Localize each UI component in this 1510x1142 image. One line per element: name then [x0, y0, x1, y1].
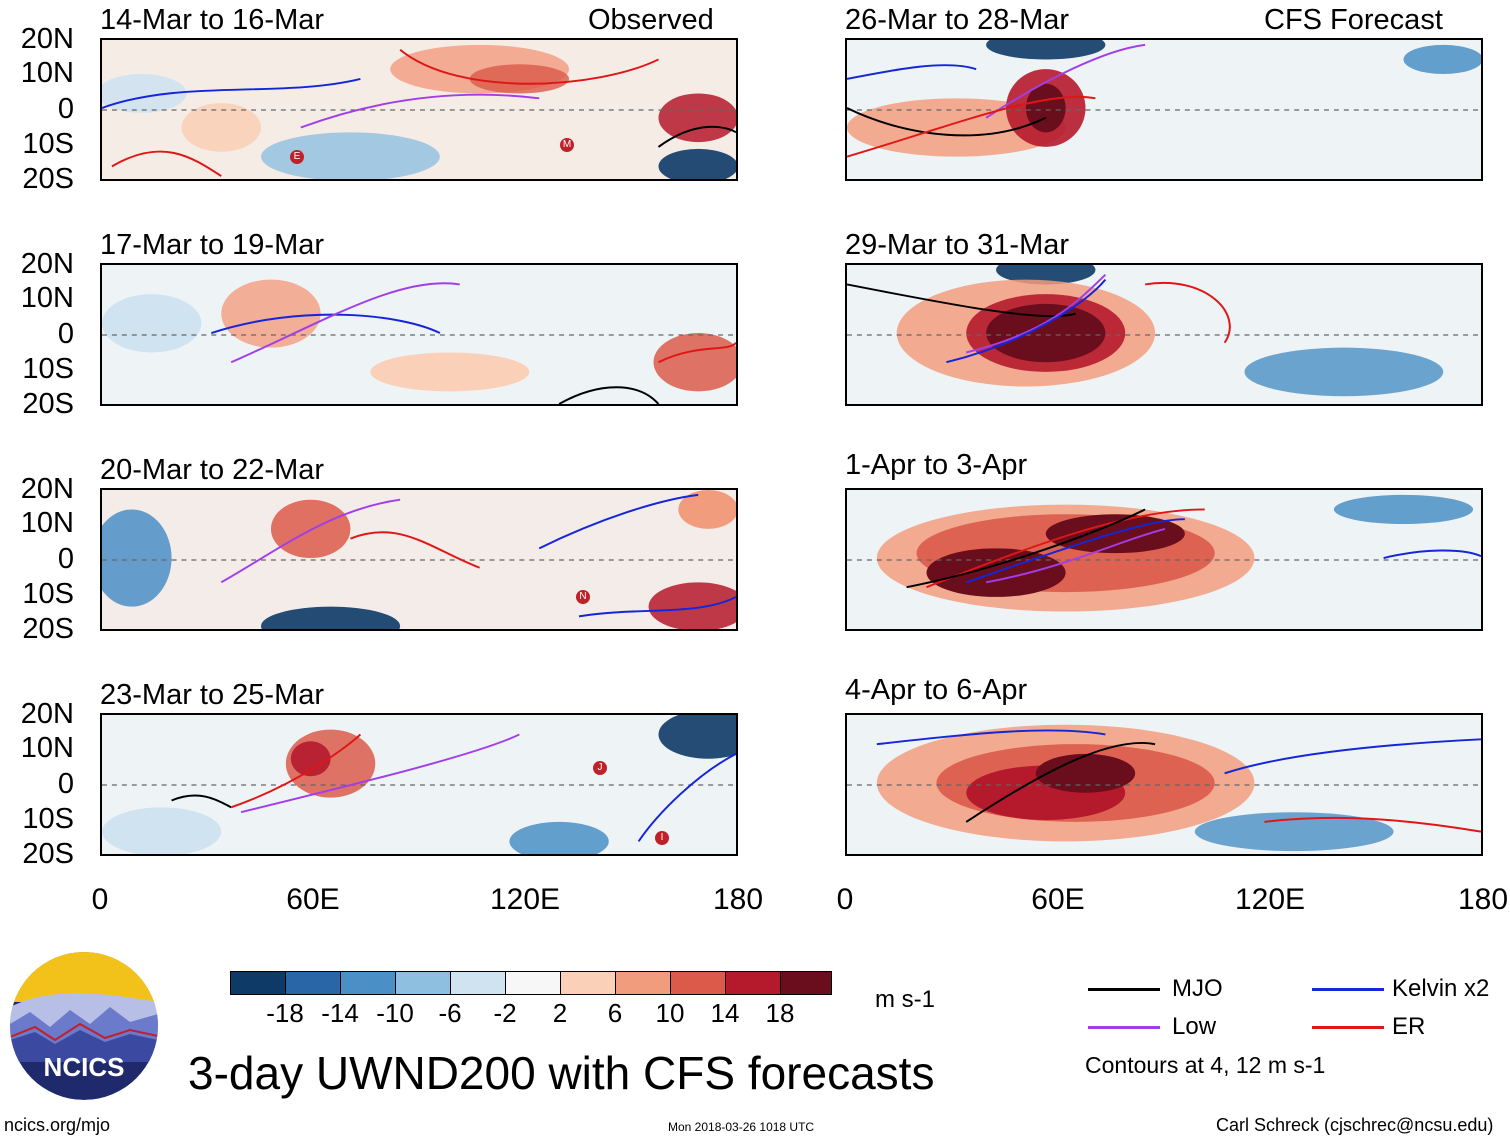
legend-label-mjo: MJO — [1172, 975, 1223, 1002]
colorbar-label: -14 — [321, 998, 359, 1028]
map-panel-forecast-4 — [845, 713, 1483, 856]
colorbar-swatch — [395, 971, 451, 995]
main-title: 3-day UWND200 with CFS forecasts — [188, 1047, 935, 1099]
legend-line-kelvin — [1312, 988, 1384, 991]
colorbar-swatch — [560, 971, 616, 995]
map-panel-forecast-1 — [845, 38, 1483, 181]
panel-title-right-3: 1-Apr to 3-Apr — [845, 449, 1028, 481]
colorbar-swatch — [505, 971, 561, 995]
lat-tick-10s: 10S — [22, 803, 74, 835]
lat-tick-20s: 20S — [22, 163, 74, 195]
lat-tick-0: 0 — [57, 768, 74, 800]
colorbar-swatch — [615, 971, 671, 995]
map-field — [847, 715, 1481, 854]
logo-text: NCICS — [43, 1052, 125, 1082]
colorbar-label: 14 — [710, 998, 740, 1028]
colorbar-swatch — [340, 971, 396, 995]
forecast-label: CFS Forecast — [1264, 4, 1443, 36]
colorbar-swatch — [230, 971, 286, 995]
map-field — [847, 490, 1481, 629]
legend-label-low: Low — [1172, 1013, 1217, 1040]
map-panel-forecast-2 — [845, 263, 1483, 406]
colorbar-swatch — [725, 971, 781, 995]
legend-label-kelvin: Kelvin x2 — [1392, 975, 1490, 1002]
lon-tick-0: 0 — [91, 883, 109, 916]
lon-tick-120e: 120E — [1234, 883, 1306, 916]
legend-line-low — [1088, 1026, 1160, 1029]
colorbar-label: -2 — [493, 998, 517, 1028]
cyclone-marker-j: J — [593, 761, 607, 775]
observed-label: Observed — [588, 4, 714, 36]
colorbar-swatch — [670, 971, 726, 995]
map-panel-observed-4: J I — [100, 713, 738, 856]
lat-tick-20n: 20N — [20, 248, 74, 280]
map-field — [102, 40, 736, 179]
lat-tick-10s: 10S — [22, 128, 74, 160]
cyclone-marker-e: E — [290, 150, 304, 164]
lat-tick-10s: 10S — [22, 578, 74, 610]
legend-label-er: ER — [1392, 1013, 1426, 1040]
map-field — [102, 265, 736, 404]
map-field — [102, 490, 736, 629]
lat-tick-10n: 10N — [20, 57, 74, 89]
lat-tick-20n: 20N — [20, 698, 74, 730]
map-field — [847, 265, 1481, 404]
cyclone-marker-i: I — [655, 831, 669, 845]
colorbar-label: -18 — [266, 998, 304, 1028]
lat-tick-0: 0 — [57, 543, 74, 575]
map-panel-observed-1: E M — [100, 38, 738, 181]
footer-author: Carl Schreck (cjschrec@ncsu.edu) — [1216, 1115, 1494, 1135]
colorbar-label: -6 — [438, 998, 462, 1028]
contour-note: Contours at 4, 12 m s-1 — [1085, 1052, 1326, 1078]
colorbar-label: 18 — [765, 998, 795, 1028]
map-field — [847, 40, 1481, 179]
lat-tick-10s: 10S — [22, 353, 74, 385]
lat-tick-20s: 20S — [22, 838, 74, 870]
panel-title-left-1: 14-Mar to 16-Mar — [100, 4, 325, 36]
lat-tick-10n: 10N — [20, 507, 74, 539]
lat-tick-0: 0 — [57, 318, 74, 350]
lat-tick-20s: 20S — [22, 613, 74, 645]
ncics-logo: NCICS — [10, 952, 158, 1100]
panel-title-right-2: 29-Mar to 31-Mar — [845, 229, 1070, 261]
lat-tick-20n: 20N — [20, 23, 74, 55]
map-panel-observed-2 — [100, 263, 738, 406]
lat-tick-20s: 20S — [22, 388, 74, 420]
colorbar-label: 2 — [552, 998, 568, 1028]
map-panel-observed-3: N — [100, 488, 738, 631]
footer-url: ncics.org/mjo — [4, 1115, 111, 1135]
lat-tick-0: 0 — [57, 93, 74, 125]
panel-title-left-4: 23-Mar to 25-Mar — [100, 679, 325, 711]
cyclone-marker-m: M — [560, 138, 574, 152]
colorbar-label: 6 — [607, 998, 623, 1028]
lon-tick-60e: 60E — [1031, 883, 1085, 916]
colorbar-label: 10 — [655, 998, 685, 1028]
legend-line-mjo — [1088, 988, 1160, 991]
map-panel-forecast-3 — [845, 488, 1483, 631]
map-field — [102, 715, 736, 854]
lat-tick-10n: 10N — [20, 732, 74, 764]
panel-title-left-2: 17-Mar to 19-Mar — [100, 229, 325, 261]
colorbar-units: m s-1 — [875, 986, 935, 1013]
colorbar-swatch — [450, 971, 506, 995]
lon-tick-60e: 60E — [286, 883, 340, 916]
panel-title-right-1: 26-Mar to 28-Mar — [845, 4, 1070, 36]
legend-line-er — [1312, 1026, 1384, 1029]
footer-timestamp: Mon 2018-03-26 1018 UTC — [668, 1120, 815, 1134]
lat-tick-10n: 10N — [20, 282, 74, 314]
colorbar-swatch — [780, 971, 832, 995]
lon-tick-180: 180 — [1457, 883, 1509, 916]
panel-title-left-3: 20-Mar to 22-Mar — [100, 454, 325, 486]
colorbar-label: -10 — [376, 998, 414, 1028]
lon-tick-180: 180 — [712, 883, 764, 916]
lat-tick-20n: 20N — [20, 473, 74, 505]
lon-tick-0: 0 — [836, 883, 854, 916]
cyclone-marker-n: N — [576, 590, 590, 604]
lon-tick-120e: 120E — [489, 883, 561, 916]
colorbar-swatch — [285, 971, 341, 995]
panel-title-right-4: 4-Apr to 6-Apr — [845, 674, 1028, 706]
